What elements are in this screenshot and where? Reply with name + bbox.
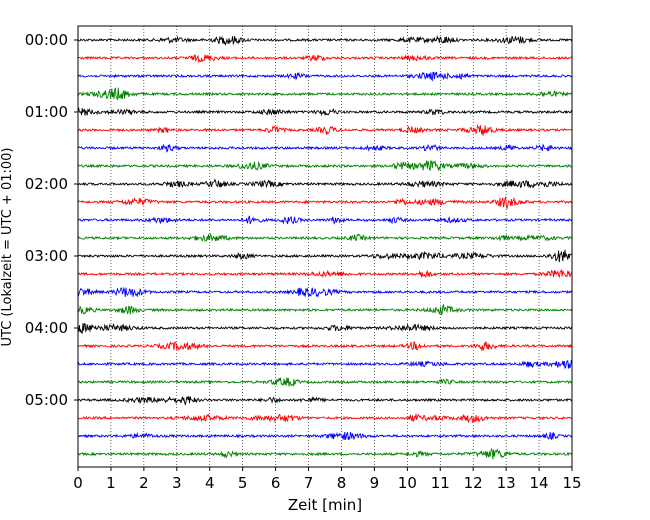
seismogram-trace bbox=[77, 286, 573, 298]
seismogram-trace bbox=[77, 87, 573, 100]
x-tick-label: 10 bbox=[398, 474, 417, 492]
y-tick-label: 02:00 bbox=[25, 175, 68, 193]
x-tick-label: 7 bbox=[304, 474, 314, 492]
seismogram-trace bbox=[77, 268, 573, 279]
x-tick-label: 15 bbox=[562, 474, 581, 492]
y-tick-label: 05:00 bbox=[25, 391, 68, 409]
seismogram-trace bbox=[77, 303, 573, 316]
y-axis-ticks: 00:00 01:00 02:00 03:00 04:00 05:00 bbox=[25, 31, 78, 409]
x-tick-label: 12 bbox=[464, 474, 483, 492]
seismogram-trace bbox=[77, 54, 573, 64]
seismogram-trace bbox=[77, 143, 573, 153]
seismogram-trace bbox=[77, 447, 573, 460]
seismogram-trace bbox=[77, 107, 573, 117]
seismogram-trace bbox=[77, 413, 573, 424]
x-tick-label: 2 bbox=[139, 474, 149, 492]
x-tick-label: 6 bbox=[271, 474, 281, 492]
x-tick-label: 11 bbox=[431, 474, 450, 492]
seismogram-trace bbox=[77, 34, 573, 46]
seismogram-trace bbox=[77, 395, 573, 407]
seismogram-trace bbox=[77, 159, 573, 172]
seismogram-traces bbox=[77, 34, 573, 460]
x-tick-label: 14 bbox=[530, 474, 549, 492]
x-tick-label: 0 bbox=[73, 474, 83, 492]
x-tick-label: 5 bbox=[238, 474, 248, 492]
y-axis-label: UTC (Lokalzeit = UTC + 01:00) bbox=[0, 148, 15, 347]
y-tick-label: 03:00 bbox=[25, 247, 68, 265]
seismogram-trace bbox=[77, 431, 573, 441]
x-tick-label: 13 bbox=[497, 474, 516, 492]
seismogram-trace bbox=[77, 178, 573, 189]
seismogram-trace bbox=[77, 232, 573, 243]
y-tick-label: 00:00 bbox=[25, 31, 68, 49]
x-axis-label: Zeit [min] bbox=[288, 496, 362, 514]
seismogram-trace bbox=[77, 196, 573, 210]
seismogram-trace bbox=[77, 323, 573, 334]
seismogram-trace bbox=[77, 340, 573, 352]
y-tick-label: 04:00 bbox=[25, 319, 68, 337]
x-axis-ticks: 0 1 2 3 4 5 6 7 8 9 10 11 12 13 14 15 bbox=[73, 467, 582, 492]
seismogram-trace bbox=[77, 359, 573, 370]
seismogram-trace bbox=[77, 249, 573, 263]
seismogram-trace bbox=[77, 123, 573, 136]
seismogram-trace bbox=[77, 215, 573, 225]
seismogram-trace bbox=[77, 71, 573, 82]
plot-frame bbox=[77, 25, 573, 468]
x-tick-label: 8 bbox=[337, 474, 347, 492]
x-tick-label: 4 bbox=[205, 474, 215, 492]
x-tick-label: 1 bbox=[106, 474, 116, 492]
seismogram-trace bbox=[77, 377, 573, 387]
y-tick-label: 01:00 bbox=[25, 103, 68, 121]
x-tick-label: 3 bbox=[172, 474, 182, 492]
x-tick-label: 9 bbox=[370, 474, 380, 492]
